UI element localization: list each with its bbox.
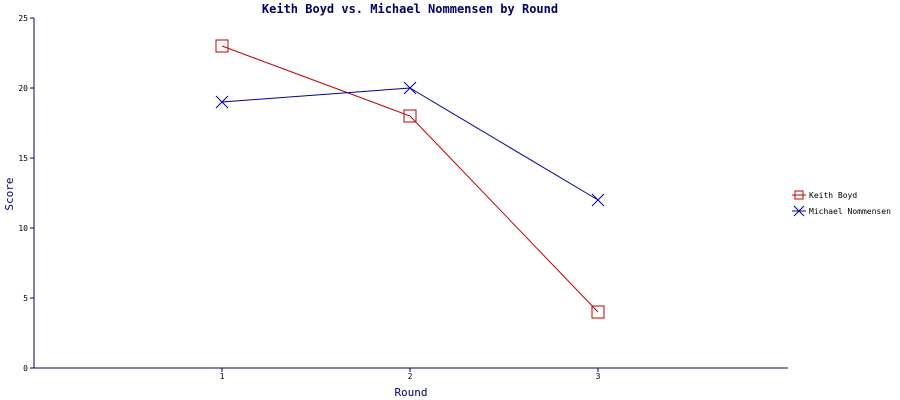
data-point-marker (403, 81, 417, 95)
y-tick-label: 15 (18, 154, 28, 163)
y-tick-label: 25 (18, 14, 28, 23)
x-ticks: 1 2 3 (220, 368, 601, 381)
y-tick-label: 0 (23, 364, 28, 373)
y-tick-label: 10 (18, 224, 28, 233)
legend-label: Michael Nommensen (809, 207, 891, 216)
y-axis-label: Score (3, 177, 16, 210)
data-point-marker (591, 305, 605, 319)
legend-marker (794, 190, 804, 200)
x-marker-stroke (591, 193, 605, 207)
series-line-0 (221, 45, 599, 313)
legend-label: Keith Boyd (809, 191, 857, 200)
data-point-marker (591, 193, 605, 207)
x-marker-stroke (403, 81, 417, 95)
y-ticks: 0 5 10 15 20 25 (18, 14, 34, 373)
x-tick-label: 1 (220, 372, 225, 381)
data-point-marker (215, 95, 229, 109)
series-line-1 (221, 87, 599, 201)
x-tick-label: 3 (596, 372, 601, 381)
data-point-marker (403, 109, 417, 123)
x-axis-label: Round (394, 386, 427, 399)
series-layer (215, 39, 605, 319)
y-tick-label: 5 (23, 294, 28, 303)
data-point-marker (215, 39, 229, 53)
legend-marker (793, 205, 805, 217)
y-tick-label: 20 (18, 84, 28, 93)
legend: Keith Boyd Michael Nommensen (792, 190, 891, 217)
x-marker-stroke (215, 95, 229, 109)
chart-title: Keith Boyd vs. Michael Nommensen by Roun… (262, 2, 558, 16)
x-tick-label: 2 (408, 372, 413, 381)
